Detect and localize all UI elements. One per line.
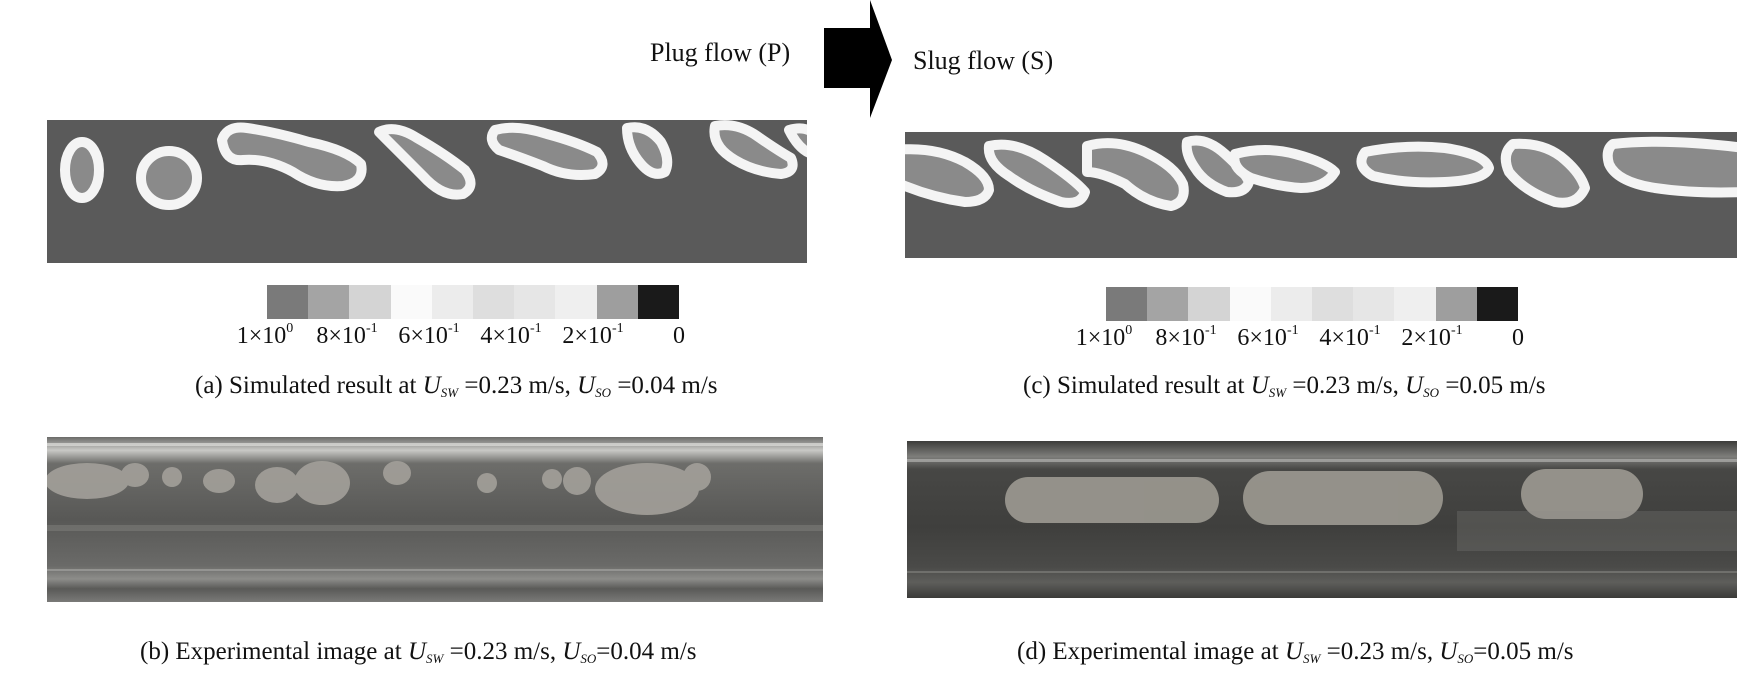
legend-swatch <box>473 285 515 319</box>
caption-b: (b) Experimental image at USW =0.23 m/s,… <box>140 638 697 666</box>
legend-swatch <box>1353 287 1395 321</box>
legend-left: 1×100 8×10-1 6×10-1 4×10-1 2×10-1 0 <box>237 285 685 355</box>
legend-tick: 4×10-1 <box>1319 323 1381 351</box>
caption-c: (c) Simulated result at USW =0.23 m/s, U… <box>1023 372 1546 400</box>
legend-tick: 4×10-1 <box>480 321 542 349</box>
legend-swatch <box>1188 287 1230 321</box>
legend-swatch <box>1229 287 1271 321</box>
legend-swatch <box>596 285 638 319</box>
simulated-slug-flow-panel <box>905 132 1737 258</box>
legend-tick: 0 <box>1512 325 1524 351</box>
slug-flow-photo-image <box>907 441 1737 598</box>
legend-swatch <box>1394 287 1436 321</box>
legend-swatch <box>308 285 350 319</box>
legend-swatch <box>1106 287 1148 321</box>
legend-tick: 6×10-1 <box>398 321 460 349</box>
legend-swatch <box>390 285 432 319</box>
experimental-slug-flow-photo <box>907 441 1737 598</box>
plug-flow-photo-image <box>47 437 823 602</box>
legend-swatch <box>1435 287 1477 321</box>
legend-swatch <box>1270 287 1313 321</box>
simulated-plug-flow-panel <box>47 120 807 263</box>
legend-tick: 1×100 <box>236 321 294 349</box>
legend-right: 1×100 8×10-1 6×10-1 4×10-1 2×10-1 0 <box>1076 287 1524 357</box>
legend-tick: 1×100 <box>1075 323 1133 351</box>
legend-tick: 6×10-1 <box>1237 323 1299 351</box>
legend-tick: 2×10-1 <box>562 321 624 349</box>
legend-tick-labels: 1×100 8×10-1 6×10-1 4×10-1 2×10-1 0 <box>1076 321 1524 357</box>
legend-color-bar <box>1106 287 1519 321</box>
legend-color-bar <box>267 285 680 319</box>
slug-flow-label: Slug flow (S) <box>913 46 1054 75</box>
plug-flow-simulation-image <box>47 120 807 263</box>
legend-swatch <box>1312 287 1354 321</box>
caption-a: (a) Simulated result at USW =0.23 m/s, U… <box>195 372 718 400</box>
legend-swatch <box>267 285 309 319</box>
transition-arrow-icon <box>824 0 892 118</box>
legend-swatch <box>1147 287 1189 321</box>
legend-tick: 8×10-1 <box>1155 323 1217 351</box>
slug-flow-simulation-image <box>905 132 1737 258</box>
legend-swatch <box>555 285 597 319</box>
legend-swatch <box>431 285 474 319</box>
legend-swatch <box>637 285 680 319</box>
legend-tick: 0 <box>673 323 685 349</box>
plug-flow-label: Plug flow (P) <box>650 38 791 67</box>
legend-swatch <box>349 285 391 319</box>
legend-tick-labels: 1×100 8×10-1 6×10-1 4×10-1 2×10-1 0 <box>237 319 685 355</box>
legend-tick: 2×10-1 <box>1401 323 1463 351</box>
legend-swatch <box>514 285 556 319</box>
legend-tick: 8×10-1 <box>316 321 378 349</box>
experimental-plug-flow-photo <box>47 437 823 602</box>
legend-swatch <box>1476 287 1519 321</box>
caption-d: (d) Experimental image at USW =0.23 m/s,… <box>1017 638 1574 666</box>
